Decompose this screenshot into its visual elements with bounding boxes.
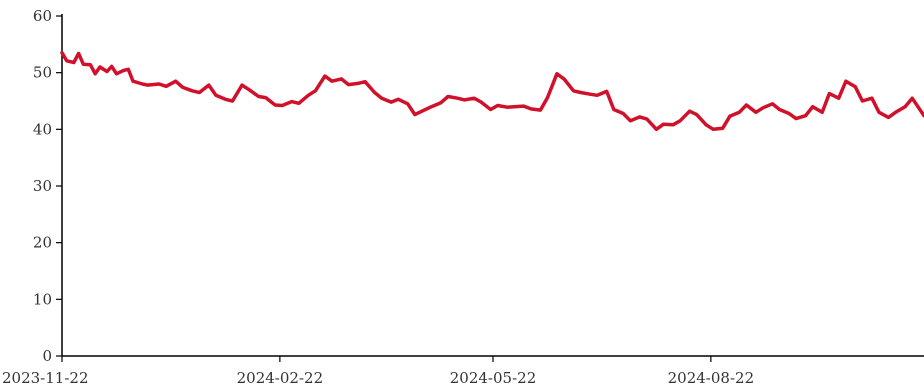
x-tick-label: 2023-11-22 [2,369,88,386]
series-line-1 [60,51,924,132]
x-tick-label: 2024-08-22 [668,369,754,386]
x-axis: 2023-11-22 2024-02-22 2024-05-22 2024-08-22 [2,355,924,386]
y-tick-label: 40 [33,120,52,138]
y-tick-label: 10 [33,290,52,308]
x-tick-label: 2024-02-22 [237,369,323,386]
y-tick-label: 30 [33,177,52,195]
y-tick-label: 60 [33,7,52,25]
x-tick-label: 2024-05-22 [450,369,536,386]
series-layer [60,51,924,132]
y-tick-label: 50 [33,64,52,82]
y-tick-label: 0 [42,347,52,365]
y-tick-label: 20 [33,234,52,252]
y-axis: 0 10 20 30 40 50 60 [33,7,63,365]
